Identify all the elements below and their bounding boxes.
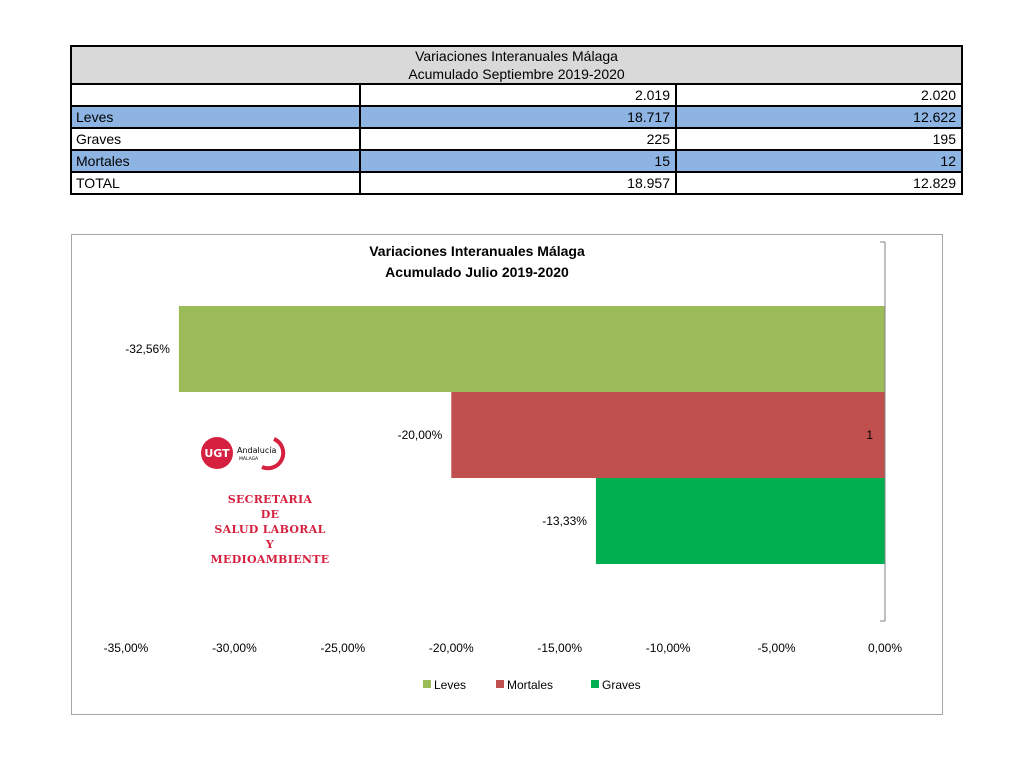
axis-category-label: 1 bbox=[866, 428, 873, 442]
row-label: Leves bbox=[70, 105, 361, 129]
table-row: TOTAL 18.957 12.829 bbox=[70, 171, 963, 195]
ugt-logo: UGT Andalucía MÁLAGA SECRETARIA DE SALUD… bbox=[200, 433, 340, 567]
x-tick-label: 0,00% bbox=[868, 641, 902, 655]
bar bbox=[595, 478, 885, 564]
summary-table: Variaciones Interanuales Málaga Acumulad… bbox=[70, 45, 963, 195]
header-year-2019: 2.019 bbox=[359, 83, 677, 107]
logo-line: SECRETARIA bbox=[227, 493, 313, 506]
logo-city: MÁLAGA bbox=[239, 455, 259, 462]
x-tick-label: -30,00% bbox=[212, 641, 257, 655]
bar-chart: -32,56% -20,00% -13,33% 1 -35,00% -30,00% -25,… bbox=[104, 241, 902, 692]
row-value-2020: 12.829 bbox=[675, 171, 963, 195]
logo-brand: UGT bbox=[204, 447, 230, 460]
row-value-2020: 12.622 bbox=[675, 105, 963, 129]
legend-swatch bbox=[496, 680, 504, 688]
table-title-line1: Variaciones Interanuales Málaga bbox=[415, 48, 618, 64]
bar-value-label: -32,56% bbox=[125, 342, 170, 356]
table-header-row: 2.019 2.020 bbox=[70, 83, 963, 107]
chart-frame: Variaciones Interanuales Málaga Acumulad… bbox=[71, 234, 943, 715]
legend-entry: Leves bbox=[434, 678, 466, 692]
table-title: Variaciones Interanuales Málaga Acumulad… bbox=[70, 45, 963, 85]
x-tick-label: -35,00% bbox=[104, 641, 149, 655]
table-row: Graves 225 195 bbox=[70, 127, 963, 151]
chart-subtitle: Acumulado Julio 2019-2020 bbox=[385, 264, 569, 280]
logo-line: DE bbox=[260, 508, 280, 521]
header-year-2020: 2.020 bbox=[675, 83, 963, 107]
row-label: Graves bbox=[70, 127, 361, 151]
table-title-line2: Acumulado Septiembre 2019-2020 bbox=[408, 66, 625, 82]
bar-value-label: -20,00% bbox=[398, 428, 443, 442]
row-value-2019: 225 bbox=[359, 127, 677, 151]
legend-swatch bbox=[591, 680, 599, 688]
chart-title: Variaciones Interanuales Málaga Acumulad… bbox=[72, 241, 882, 283]
row-value-2019: 18.957 bbox=[359, 171, 677, 195]
logo-line: SALUD LABORAL bbox=[214, 523, 326, 536]
row-label: Mortales bbox=[70, 149, 361, 173]
x-tick-label: -10,00% bbox=[646, 641, 691, 655]
x-tick-label: -15,00% bbox=[537, 641, 582, 655]
chart-title-line1: Variaciones Interanuales Málaga bbox=[369, 243, 585, 259]
legend-entry: Graves bbox=[602, 678, 641, 692]
table-row: Leves 18.717 12.622 bbox=[70, 105, 963, 129]
ugt-emblem-icon: UGT Andalucía MÁLAGA bbox=[201, 437, 286, 471]
bar bbox=[178, 306, 885, 392]
x-tick-label: -20,00% bbox=[429, 641, 474, 655]
legend-entry: Mortales bbox=[507, 678, 553, 692]
x-tick-label: -25,00% bbox=[321, 641, 366, 655]
row-value-2019: 18.717 bbox=[359, 105, 677, 129]
row-value-2020: 12 bbox=[675, 149, 963, 173]
logo-line: MEDIOAMBIENTE bbox=[210, 553, 330, 566]
row-label: TOTAL bbox=[70, 171, 361, 195]
header-empty-cell bbox=[70, 83, 361, 107]
table-row: Mortales 15 12 bbox=[70, 149, 963, 173]
table-title-row: Variaciones Interanuales Málaga Acumulad… bbox=[70, 45, 963, 85]
logo-line: Y bbox=[265, 538, 275, 551]
bar bbox=[451, 392, 885, 478]
row-value-2020: 195 bbox=[675, 127, 963, 151]
logo-region: Andalucía bbox=[237, 446, 276, 455]
bar-value-label: -13,33% bbox=[542, 514, 587, 528]
logo-text: SECRETARIA DE SALUD LABORAL Y MEDIOAMBIE… bbox=[200, 492, 340, 567]
legend-swatch bbox=[423, 680, 431, 688]
row-value-2019: 15 bbox=[359, 149, 677, 173]
x-tick-label: -5,00% bbox=[758, 641, 796, 655]
